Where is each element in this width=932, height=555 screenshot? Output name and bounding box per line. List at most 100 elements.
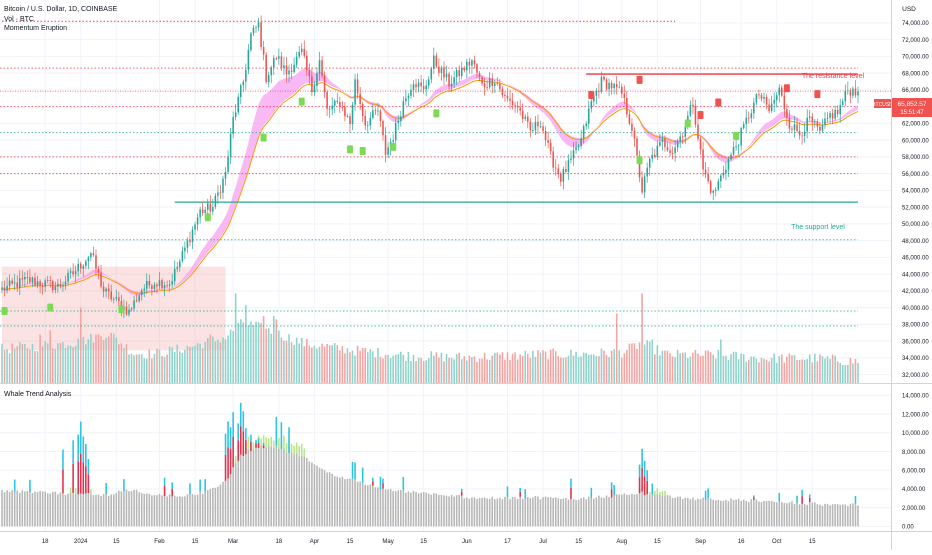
whale-base-bar	[265, 447, 267, 526]
volume-bar	[16, 346, 18, 383]
whale-base-bar	[766, 501, 768, 526]
whale-base-bar	[761, 502, 763, 526]
candle-body	[88, 258, 90, 262]
whale-base-bar	[80, 494, 82, 527]
volume-bar	[4, 350, 6, 383]
whale-base-bar	[804, 504, 806, 526]
volume-bar	[108, 336, 110, 383]
candle-body	[631, 124, 633, 131]
volume-bar	[692, 353, 694, 383]
whale-base-bar	[235, 463, 237, 526]
volume-bar	[362, 348, 364, 383]
candle-body	[514, 105, 516, 106]
volume-bar	[824, 359, 826, 383]
candle-body	[380, 111, 382, 121]
volume-bar	[253, 325, 255, 383]
candle-body	[580, 138, 582, 146]
candle-body	[674, 147, 676, 153]
candle-body	[596, 91, 598, 95]
volume-bar	[484, 353, 486, 383]
candle-body	[824, 119, 826, 125]
volume-bar	[349, 352, 351, 383]
whale-base-bar	[771, 501, 773, 526]
volume-bar	[82, 337, 84, 383]
whale-base-bar	[263, 448, 265, 526]
volume-bar	[220, 343, 222, 383]
whale-base-bar	[29, 492, 31, 526]
candle-body	[14, 283, 16, 284]
whale-base-bar	[466, 498, 468, 527]
candle-body	[146, 281, 148, 289]
volume-bar	[24, 344, 26, 383]
volume-bar	[583, 353, 585, 383]
whale-base-bar	[316, 466, 318, 527]
whale-base-bar	[390, 489, 392, 526]
whale-base-bar	[700, 499, 702, 526]
candle-body	[293, 65, 295, 72]
whale-base-bar	[347, 479, 349, 526]
whale-base-bar	[372, 486, 374, 527]
candle-body	[90, 253, 92, 257]
volume-bar	[306, 339, 308, 383]
whale-base-bar	[352, 479, 354, 527]
candle-body	[194, 225, 196, 230]
volume-bar	[657, 345, 659, 383]
whale-base-bar	[184, 496, 186, 526]
sell-signal-marker	[715, 98, 721, 106]
candle-body	[70, 271, 72, 273]
candle-body	[311, 76, 313, 92]
whale-base-bar	[657, 494, 659, 526]
volume-bar	[720, 339, 722, 383]
volume-bar	[329, 345, 331, 383]
volume-bar	[509, 360, 511, 383]
sell-signal-marker	[814, 90, 820, 98]
whale-base-bar	[281, 449, 283, 526]
whale-base-bar	[110, 494, 112, 526]
whale-cyan-bar	[380, 477, 382, 490]
whale-base-bar	[194, 495, 196, 526]
candle-body	[479, 73, 481, 77]
volume-bar	[131, 354, 133, 383]
indicator-momentum-label[interactable]: Momentum Eruption	[4, 25, 67, 32]
whale-base-bar	[710, 498, 712, 526]
whale-base-bar	[524, 499, 526, 527]
countdown-text: 15:51:47	[900, 110, 924, 116]
whale-pane-title[interactable]: Whale Trend Analysis	[4, 391, 72, 398]
candle-body	[819, 127, 821, 131]
whale-base-bar	[77, 494, 79, 526]
volume-bar	[133, 355, 135, 383]
whale-base-bar	[116, 493, 118, 527]
volume-bar	[428, 358, 430, 383]
candle-body	[855, 89, 857, 96]
whale-base-bar	[603, 498, 605, 526]
whale-base-bar	[207, 490, 209, 526]
currency-label[interactable]: USD	[902, 6, 916, 13]
whale-base-bar	[423, 492, 425, 526]
whale-base-bar	[415, 492, 417, 526]
volume-bar	[245, 305, 247, 383]
candle-body	[306, 56, 308, 70]
volume-bar	[189, 347, 191, 383]
whale-cyan-bar	[199, 480, 201, 492]
candle-body	[682, 136, 684, 137]
whale-base-bar	[786, 503, 788, 526]
volume-bar	[850, 358, 852, 383]
volume-bar	[100, 336, 102, 383]
volume-bar	[443, 362, 445, 383]
whale-base-bar	[182, 497, 184, 527]
volume-bar	[761, 358, 763, 383]
candle-body	[169, 284, 171, 285]
price-tick-label: 60,000.00	[902, 138, 929, 144]
candle-body	[283, 65, 285, 67]
whale-base-bar	[225, 481, 227, 526]
whale-base-bar	[133, 490, 135, 526]
candle-body	[49, 280, 51, 281]
volume-bar	[179, 351, 181, 383]
whale-base-bar	[837, 504, 839, 526]
indicator-volume-label[interactable]: Vol · BTC	[4, 16, 34, 23]
candle-body	[667, 147, 669, 150]
volume-bar	[194, 346, 196, 383]
candle-body	[664, 139, 666, 147]
whale-green-bar	[260, 438, 262, 445]
